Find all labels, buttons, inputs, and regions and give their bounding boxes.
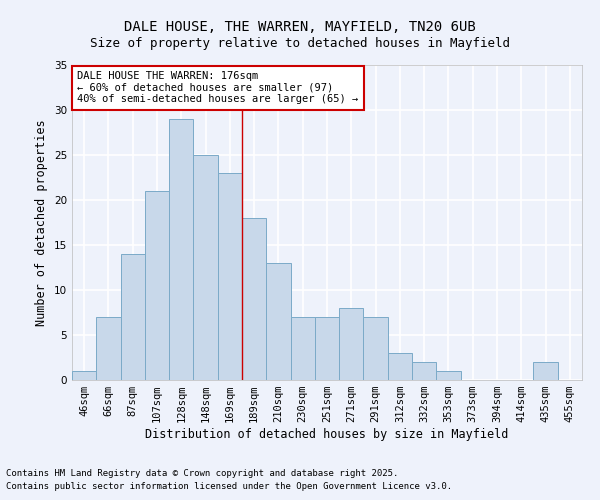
Text: Size of property relative to detached houses in Mayfield: Size of property relative to detached ho… xyxy=(90,38,510,51)
X-axis label: Distribution of detached houses by size in Mayfield: Distribution of detached houses by size … xyxy=(145,428,509,441)
Bar xyxy=(364,317,388,380)
Text: Contains HM Land Registry data © Crown copyright and database right 2025.: Contains HM Land Registry data © Crown c… xyxy=(6,468,398,477)
Bar xyxy=(96,317,121,380)
Text: Contains public sector information licensed under the Open Government Licence v3: Contains public sector information licen… xyxy=(6,482,452,491)
Text: DALE HOUSE THE WARREN: 176sqm
← 60% of detached houses are smaller (97)
40% of s: DALE HOUSE THE WARREN: 176sqm ← 60% of d… xyxy=(77,72,358,104)
Bar xyxy=(412,362,436,380)
Bar xyxy=(388,353,412,380)
Bar xyxy=(145,191,169,380)
Bar xyxy=(436,371,461,380)
Bar xyxy=(193,155,218,380)
Bar xyxy=(533,362,558,380)
Bar xyxy=(266,263,290,380)
Bar xyxy=(169,119,193,380)
Bar xyxy=(290,317,315,380)
Bar xyxy=(242,218,266,380)
Bar xyxy=(339,308,364,380)
Y-axis label: Number of detached properties: Number of detached properties xyxy=(35,119,49,326)
Bar xyxy=(72,371,96,380)
Bar xyxy=(121,254,145,380)
Bar xyxy=(218,173,242,380)
Text: DALE HOUSE, THE WARREN, MAYFIELD, TN20 6UB: DALE HOUSE, THE WARREN, MAYFIELD, TN20 6… xyxy=(124,20,476,34)
Bar xyxy=(315,317,339,380)
